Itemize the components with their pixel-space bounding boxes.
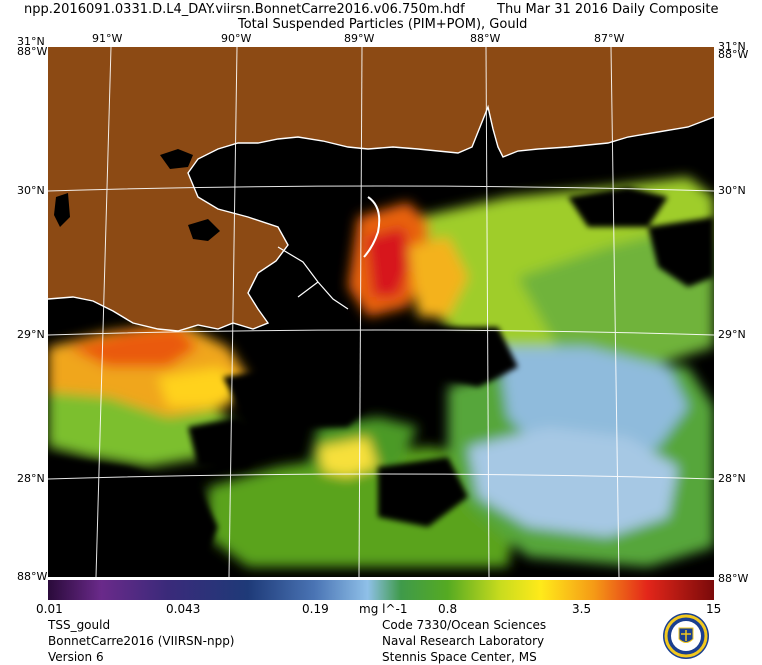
tss-red-plume [366,227,413,297]
lat-label-30n-right: 30°N [718,184,746,197]
lon-label-89w: 89°W [344,32,375,45]
lat-label-28n-right: 28°N [718,472,746,485]
map-graphic [48,47,714,577]
colorbar-tick-0-043: 0.043 [166,602,201,616]
lat-label-29n-left: 29°N [17,328,45,341]
colorbar-tick-0-19: 0.19 [302,602,329,616]
lat-label-31n-left: 31°N [17,35,45,48]
grid-lat-29n [48,329,714,336]
lake-maurepas [160,149,193,169]
lon-label-corner-bl: 88°W [17,570,48,583]
product-title: Total Suspended Particles (PIM+POM), Gou… [238,17,528,32]
lat-label-29n-right: 29°N [718,328,746,341]
colorbar-gradient [48,580,714,600]
grid-lon-91w [95,47,112,577]
footer-product-name: TSS_gould [48,618,111,632]
delta-channel [277,246,349,310]
file-title: npp.2016091.0331.D.L4_DAY.viirsn.BonnetC… [24,2,465,17]
composite-date: Thu Mar 31 2016 Daily Composite [497,2,719,17]
colorbar [48,580,714,600]
grid-lon-88w [485,47,490,577]
lat-label-28n-left: 28°N [17,472,45,485]
lon-label-88w: 88°W [470,32,501,45]
footer-code: Code 7330/Ocean Sciences [382,618,547,632]
colorbar-tick-0-01: 0.01 [36,602,63,616]
lon-label-87w: 87°W [594,32,625,45]
inland-lake-west [188,219,220,241]
lon-label-corner-tr: 88°W [718,48,749,61]
lon-label-corner-tl: 88°W [17,45,48,58]
grid-lat-28n [48,473,714,480]
footer-lab: Naval Research Laboratory [382,634,545,648]
footer-version: Version 6 [48,650,104,664]
tss-yellow-plume [408,237,468,317]
inland-lake-northwest [54,193,70,227]
colorbar-tick-3-5: 3.5 [572,602,592,616]
nrl-seal-logo [663,613,709,659]
tss-yellow-patch [318,437,378,477]
mississippi-sound [318,153,498,181]
land-mass [48,47,714,331]
lon-label-91w: 91°W [92,32,123,45]
footer-dataset: BonnetCarre2016 (VIIRSN-npp) [48,634,235,648]
graticule [48,47,714,577]
grid-lon-89w [358,47,363,577]
colorbar-tick-15: 15 [706,602,722,616]
lat-label-31n-right: 31°N [718,40,746,53]
tss-field [48,177,714,567]
lon-label-corner-br: 88°W [718,572,749,585]
grid-lon-87w [610,47,620,577]
grid-lat-30n [48,185,714,192]
lat-label-30n-left: 30°N [17,184,45,197]
satellite-map [48,47,714,577]
lon-label-90w: 90°W [221,32,252,45]
grid-lon-90w [228,47,238,577]
colorbar-units: mg l^-1 [359,602,408,616]
footer-location: Stennis Space Center, MS [382,650,537,664]
tss-red-west [68,327,198,367]
tss-lowblue-south [468,427,678,537]
chandeleur-islands [363,196,381,258]
colorbar-tick-0-8: 0.8 [438,602,458,616]
coastline [48,104,714,332]
